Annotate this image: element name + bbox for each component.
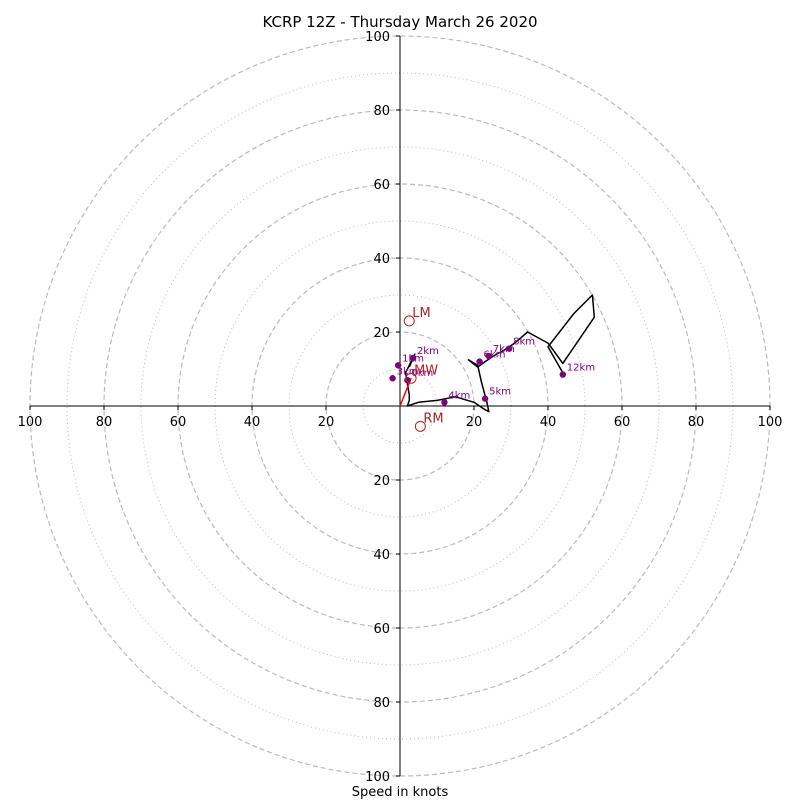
height-label-1km: 1km	[402, 353, 424, 364]
tick-label-x-left-2: 60	[170, 415, 187, 430]
tick-label-y-bottom-0: 20	[373, 474, 390, 489]
tick-label-x-left-0: 100	[18, 415, 43, 430]
storm-marker-mw	[405, 372, 417, 384]
height-label-7km: 7km	[493, 344, 515, 355]
storm-label-lm: LM	[412, 306, 430, 321]
storm-label-rm: RM	[423, 411, 443, 426]
height-label-12km: 12km	[567, 363, 595, 374]
tick-label-y-top-1: 80	[373, 104, 390, 119]
tick-label-x-right-1: 40	[540, 415, 557, 430]
tick-label-x-left-1: 80	[96, 415, 113, 430]
storm-marker-lm	[403, 315, 415, 327]
height-marker-6km	[476, 358, 483, 365]
tick-label-x-right-4: 100	[758, 415, 783, 430]
storm-label-mw: MW	[414, 363, 438, 378]
height-label-2km: 2km	[417, 346, 439, 357]
height-marker-0km	[404, 376, 411, 384]
height-label-6km: 6km	[484, 350, 506, 361]
height-marker-2km	[409, 354, 417, 362]
height-label-0km: 0km	[411, 368, 433, 379]
height-marker-5km	[481, 395, 489, 402]
height-marker-3km	[389, 375, 396, 382]
height-marker-4km	[441, 399, 448, 406]
tick-label-y-top-4: 20	[373, 326, 390, 341]
x-axis-label: Speed in knots	[352, 785, 449, 800]
tick-label-x-left-4: 20	[318, 415, 335, 430]
height-label-5km: 5km	[489, 387, 511, 398]
height-marker-8km	[505, 345, 513, 352]
tick-label-x-left-3: 40	[244, 415, 261, 430]
tick-labels: 100 80 60 40 20 20 40 60 80 100 100 80 60 40 20 20 40 60 8…	[18, 30, 783, 785]
height-marker-7km	[485, 352, 492, 360]
tick-label-x-right-3: 80	[688, 415, 705, 430]
hodograph-line	[404, 294, 596, 413]
tick-label-x-right-0: 20	[466, 415, 483, 430]
tick-label-y-bottom-2: 60	[373, 622, 390, 637]
tick-label-y-bottom-3: 80	[373, 696, 390, 711]
tick-label-y-bottom-4: 100	[365, 770, 390, 785]
height-marker-1km	[394, 362, 402, 369]
height-label-3km: 3km	[397, 366, 419, 377]
height-label-4km: 4km	[448, 390, 470, 401]
tick-label-y-top-3: 40	[373, 252, 390, 267]
tick-label-x-right-2: 60	[614, 415, 631, 430]
height-label-8km: 8km	[513, 337, 535, 348]
height-marker-12km	[559, 371, 566, 378]
tick-label-y-bottom-1: 40	[373, 548, 390, 563]
storm-motion-markers: LM MW RM	[403, 306, 444, 432]
storm-marker-rm	[414, 420, 426, 432]
chart-title: KCRP 12Z - Thursday March 26 2020	[262, 13, 537, 31]
tick-label-y-top-2: 60	[373, 178, 390, 193]
tick-label-y-top-0: 100	[365, 30, 390, 45]
hodograph-trace	[404, 294, 596, 413]
